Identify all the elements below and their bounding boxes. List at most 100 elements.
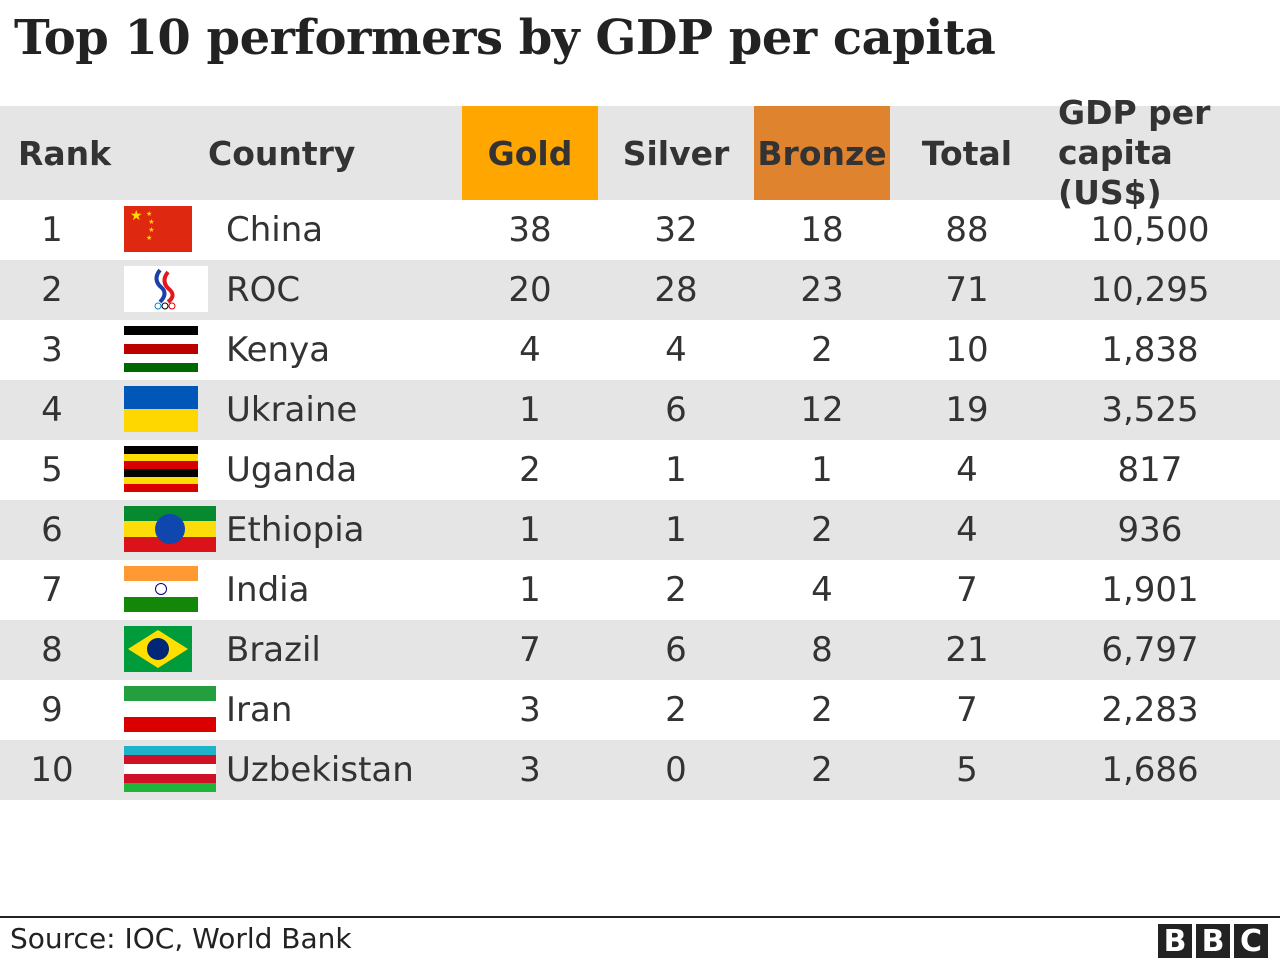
bronze-cell: 1 <box>811 450 833 490</box>
rank-cell: 2 <box>41 270 63 310</box>
silver-cell: 2 <box>665 570 687 610</box>
bronze-cell: 12 <box>800 390 844 430</box>
total-cell: 10 <box>945 330 989 370</box>
gdp-cell: 936 <box>1117 510 1183 550</box>
header-gdp-line2: capita (US$) <box>1058 133 1173 212</box>
rank-cell: 9 <box>41 690 63 730</box>
gdp-cell: 6,797 <box>1101 630 1199 670</box>
footer-divider <box>0 916 1280 918</box>
header-country: Country <box>208 133 356 173</box>
total-cell: 71 <box>945 270 989 310</box>
country-cell: Kenya <box>226 330 331 370</box>
silver-cell: 1 <box>665 450 687 490</box>
table-row: 3 Kenya 4 4 2 10 1,838 <box>0 320 1280 380</box>
bronze-cell: 2 <box>811 750 833 790</box>
total-cell: 21 <box>945 630 989 670</box>
gdp-cell: 10,295 <box>1090 270 1210 310</box>
rank-cell: 1 <box>41 210 63 250</box>
bronze-cell: 4 <box>811 570 833 610</box>
header-silver: Silver <box>622 133 730 173</box>
rank-cell: 4 <box>41 390 63 430</box>
flag-roc-icon <box>124 266 208 312</box>
total-cell: 7 <box>956 690 978 730</box>
country-cell: Uganda <box>226 450 358 490</box>
table-row: 1 China 38 32 18 88 10,500 ★ ★ ★ ★ ★ <box>0 200 1280 260</box>
gdp-cell: 1,901 <box>1101 570 1199 610</box>
bronze-cell: 8 <box>811 630 833 670</box>
country-cell: ROC <box>226 270 301 310</box>
table-row: 10 Uzbekistan 3 0 2 5 1,686 <box>0 740 1280 800</box>
country-cell: Iran <box>226 690 293 730</box>
flag-kenya-icon <box>124 326 198 372</box>
flag-iran-icon <box>124 686 216 732</box>
rank-cell: 3 <box>41 330 63 370</box>
table-row: 4 Ukraine 1 6 12 19 3,525 <box>0 380 1280 440</box>
header-gold: Gold <box>462 106 598 200</box>
header-gdp: GDP per capita (US$) <box>1058 93 1280 212</box>
header-rank: Rank <box>18 133 112 173</box>
header-total: Total <box>921 133 1013 173</box>
gold-cell: 4 <box>519 330 541 370</box>
table-row: 2 ROC 20 28 23 71 10,295 <box>0 260 1280 320</box>
total-cell: 4 <box>956 510 978 550</box>
silver-cell: 2 <box>665 690 687 730</box>
silver-cell: 4 <box>665 330 687 370</box>
gdp-cell: 3,525 <box>1101 390 1199 430</box>
gold-cell: 1 <box>519 510 541 550</box>
rank-cell: 7 <box>41 570 63 610</box>
silver-cell: 32 <box>654 210 698 250</box>
silver-cell: 0 <box>665 750 687 790</box>
bronze-cell: 2 <box>811 690 833 730</box>
country-cell: China <box>226 210 324 250</box>
flag-uganda-icon <box>124 446 198 492</box>
bronze-cell: 18 <box>800 210 844 250</box>
gold-cell: 2 <box>519 450 541 490</box>
country-cell: Ethiopia <box>226 510 365 550</box>
flag-ukraine-icon <box>124 386 198 432</box>
gold-cell: 3 <box>519 750 541 790</box>
flag-ethiopia-icon <box>124 506 216 552</box>
gdp-cell: 817 <box>1117 450 1183 490</box>
gdp-cell: 10,500 <box>1090 210 1210 250</box>
total-cell: 88 <box>945 210 989 250</box>
table-row: 9 Iran 3 2 2 7 2,283 <box>0 680 1280 740</box>
rank-cell: 6 <box>41 510 63 550</box>
flag-india-icon <box>124 566 198 612</box>
gold-cell: 1 <box>519 570 541 610</box>
country-cell: Uzbekistan <box>226 750 414 790</box>
chart-title: Top 10 performers by GDP per capita <box>14 10 996 66</box>
gdp-cell: 2,283 <box>1101 690 1199 730</box>
gold-cell: 3 <box>519 690 541 730</box>
gold-cell: 38 <box>508 210 552 250</box>
country-cell: Brazil <box>226 630 321 670</box>
gold-cell: 20 <box>508 270 552 310</box>
flag-china-icon: ★ ★ ★ ★ ★ <box>124 206 192 252</box>
gold-cell: 7 <box>519 630 541 670</box>
gdp-cell: 1,838 <box>1101 330 1199 370</box>
bronze-cell: 2 <box>811 330 833 370</box>
silver-cell: 1 <box>665 510 687 550</box>
table-row: 6 Ethiopia 1 1 2 4 936 <box>0 500 1280 560</box>
total-cell: 7 <box>956 570 978 610</box>
table-row: 8 Brazil 7 6 8 21 6,797 <box>0 620 1280 680</box>
header-gdp-line1: GDP per <box>1058 93 1211 132</box>
flag-brazil-icon <box>124 626 192 672</box>
gdp-cell: 1,686 <box>1101 750 1199 790</box>
flag-uzbekistan-icon <box>124 746 216 792</box>
silver-cell: 6 <box>665 630 687 670</box>
silver-cell: 6 <box>665 390 687 430</box>
table-row: 5 Uganda 2 1 1 4 817 <box>0 440 1280 500</box>
total-cell: 5 <box>956 750 978 790</box>
silver-cell: 28 <box>654 270 698 310</box>
country-cell: Ukraine <box>226 390 358 430</box>
header-bronze: Bronze <box>754 106 890 200</box>
bronze-cell: 23 <box>800 270 844 310</box>
gold-cell: 1 <box>519 390 541 430</box>
rank-cell: 5 <box>41 450 63 490</box>
rank-cell: 10 <box>30 750 74 790</box>
total-cell: 4 <box>956 450 978 490</box>
table-row: 7 India 1 2 4 7 1,901 <box>0 560 1280 620</box>
bronze-cell: 2 <box>811 510 833 550</box>
total-cell: 19 <box>945 390 989 430</box>
